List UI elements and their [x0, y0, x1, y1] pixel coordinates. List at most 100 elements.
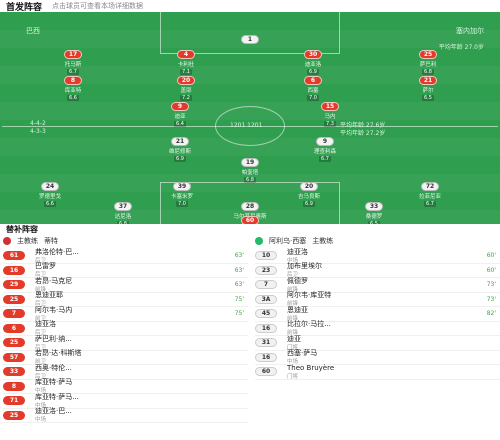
sub-minute: 73': [486, 295, 496, 303]
player-marker[interactable]: 9 理查利森 6.7: [304, 137, 346, 162]
player-marker[interactable]: 24 罗德里戈 6.6: [29, 182, 71, 207]
sub-row[interactable]: 60 Theo Bruyère 门将: [255, 364, 500, 380]
sub-position: 前锋: [287, 286, 299, 293]
sub-row[interactable]: 29 若昂·马克尼 前锋 63': [3, 277, 248, 293]
sub-number: 60: [255, 367, 277, 377]
sub-name: 佩德罗: [287, 276, 308, 285]
sub-name: 萨巴利·纳...: [35, 334, 72, 343]
player-marker[interactable]: 21 萨尔 6.5: [407, 76, 449, 101]
player-marker[interactable]: 9 迪亚 6.4: [159, 102, 201, 127]
sub-number: 71: [3, 396, 25, 406]
player-number: 39: [173, 182, 191, 191]
sub-minute: 63': [234, 266, 244, 274]
right-coach-row: 阿利乌·西塞 主教练: [255, 236, 500, 246]
player-marker[interactable]: 19 帕奎塔 6.8: [229, 158, 271, 183]
player-marker[interactable]: 72 拉菲尼亚 6.7: [409, 182, 451, 207]
sub-row[interactable]: 10 迪亚洛 中场 60': [255, 247, 500, 264]
player-number: 17: [64, 50, 82, 59]
sub-number: 6: [3, 323, 25, 333]
sub-position: 后卫: [35, 344, 47, 351]
player-number: 20: [300, 182, 318, 191]
sub-position: 前卫: [35, 359, 47, 366]
sub-row[interactable]: 16 西塞·萨马 中场: [255, 349, 500, 365]
player-marker[interactable]: 30 迪亚洛 6.9: [292, 50, 334, 75]
sub-row[interactable]: 16 比拉尔·马拉... 前锋: [255, 320, 500, 336]
player-marker[interactable]: 17 托马斯 6.7: [52, 50, 94, 75]
player-marker[interactable]: 20 盖耶 7.2: [165, 76, 207, 101]
sub-row[interactable]: 25 恩迪亚耶 后卫 75': [3, 291, 248, 308]
player-marker[interactable]: 37 达尼洛 6.8: [102, 202, 144, 224]
player-name: 西塞: [307, 88, 319, 94]
player-rating: 6.6: [67, 95, 79, 101]
sub-row[interactable]: 25 萨巴利·纳... 后卫: [3, 334, 248, 351]
player-marker[interactable]: 8 库亚特 6.6: [52, 76, 94, 101]
sub-name: 比拉尔·马拉...: [287, 320, 331, 329]
sub-row[interactable]: 57 若昂·达·科斯塔 前卫: [3, 349, 248, 366]
sub-name: 若昂·达·科斯塔: [35, 349, 82, 358]
subs-right-column: 阿利乌·西塞 主教练 10 迪亚洛 中场 60' 23 加布里埃尔 后卫 60' 7 佩德罗 前锋 7…: [255, 236, 500, 380]
sub-number: 33: [3, 367, 25, 377]
subs-title: 替补阵容: [6, 224, 38, 234]
pitch: 巴西 塞内加尔 平均年龄 27.0岁 4-4-2 4-3-3 1201 1201…: [0, 12, 500, 224]
sub-minute: 63': [234, 252, 244, 259]
sub-name: 库亚特·萨马: [35, 378, 73, 387]
sub-row[interactable]: 7 佩德罗 前锋 73': [255, 276, 500, 293]
sub-name: 迪亚洛: [287, 247, 308, 256]
player-marker[interactable]: 6 西塞 7.0: [292, 76, 334, 101]
player-rating: 6.9: [174, 156, 186, 162]
player-rating: 6.7: [319, 156, 331, 162]
player-marker[interactable]: 20 吉马良斯 6.9: [288, 182, 330, 207]
sub-row[interactable]: 3A 阿尔韦·库亚特 前锋 73': [255, 291, 500, 308]
right-coach-info: 平均年龄 27.2岁: [340, 130, 386, 137]
player-marker[interactable]: 33 桑德罗 6.5: [353, 202, 395, 224]
player-number: 15: [321, 102, 339, 111]
player-marker[interactable]: 25 萨巴利 6.8: [407, 50, 449, 75]
sub-number: 16: [3, 265, 25, 275]
sub-row[interactable]: 6 迪亚洛 后卫: [3, 320, 248, 337]
player-number: 20: [177, 76, 195, 85]
player-marker[interactable]: 15 马内 7.3: [309, 102, 351, 127]
sub-row[interactable]: 45 恩迪亚 前锋 82': [255, 306, 500, 322]
sub-row[interactable]: 61 弗洛伦特·巴... 后卫 63': [3, 247, 248, 264]
player-name: 迪亚: [174, 114, 186, 120]
sub-number: 61: [3, 251, 25, 261]
player-marker[interactable]: 60阿利松7.4: [229, 216, 271, 224]
sub-row[interactable]: 31 迪亚 门将: [255, 335, 500, 351]
player-name: 帕奎塔: [241, 170, 259, 176]
player-name: 拉菲尼亚: [418, 194, 441, 200]
player-marker[interactable]: 39 卡塞米罗 7.0: [161, 182, 203, 207]
sub-name: 阿尔韦·马内: [35, 305, 73, 314]
player-marker[interactable]: 21 维尼修斯 6.9: [159, 137, 201, 162]
sub-position: 前锋: [287, 301, 299, 308]
player-marker[interactable]: 4 卡利杜 7.1: [165, 50, 207, 75]
right-team-block: 塞内加尔 平均年龄 27.0岁: [439, 26, 484, 51]
player-rating: 6.9: [303, 201, 315, 207]
sub-number: 16: [255, 352, 277, 362]
player-number: 4: [177, 50, 195, 59]
sub-row[interactable]: 33 西奥·特伦... 后卫: [3, 364, 248, 380]
player-number: 6: [304, 76, 322, 85]
sub-row[interactable]: 8 库亚特·萨马 中场: [3, 378, 248, 394]
sub-row[interactable]: 7 阿尔韦·马内 前卫 75': [3, 305, 248, 322]
player-name: 达尼洛: [114, 214, 132, 220]
player-rating: 6.8: [422, 69, 434, 75]
sub-row[interactable]: 25 迪亚洛·巴... 中场: [3, 407, 248, 424]
sub-row[interactable]: 16 巴雷罗 后卫 63': [3, 262, 248, 278]
right-coach-name: 阿利乌·西塞: [269, 237, 307, 245]
sub-position: 中场: [35, 417, 47, 424]
center-circle: [215, 106, 285, 146]
sub-position: 后卫: [287, 272, 299, 279]
left-formation: 4-4-2: [30, 120, 46, 127]
player-marker[interactable]: 1: [229, 35, 271, 44]
sub-name: 弗洛伦特·巴...: [35, 247, 79, 256]
sub-row[interactable]: 23 加布里埃尔 后卫 60': [255, 262, 500, 279]
subs-panel: 主教练 蒂特 61 弗洛伦特·巴... 后卫 63' 16 巴雷罗 后卫 63' 29 若昂·马克…: [0, 236, 500, 440]
player-name: 维尼修斯: [168, 149, 191, 155]
sub-minute: 60': [486, 252, 496, 259]
sub-position: 后卫: [35, 373, 47, 380]
sub-position: 后卫: [35, 330, 47, 337]
player-number: 19: [241, 158, 259, 167]
sub-position: 后卫: [35, 301, 47, 308]
player-number: 37: [114, 202, 132, 211]
sub-row[interactable]: 71 库亚特·萨马... 中场: [3, 393, 248, 409]
